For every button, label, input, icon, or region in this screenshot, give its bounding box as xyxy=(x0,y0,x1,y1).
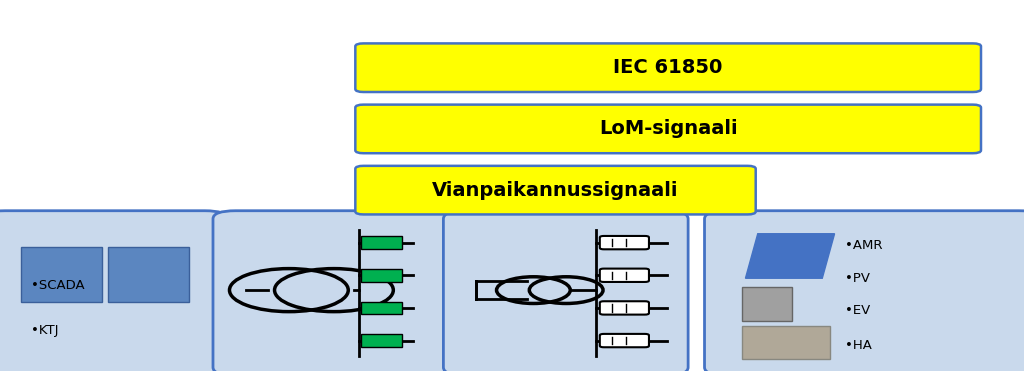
Text: •KTJ: •KTJ xyxy=(31,324,58,337)
FancyBboxPatch shape xyxy=(600,334,649,347)
FancyBboxPatch shape xyxy=(600,301,649,315)
FancyBboxPatch shape xyxy=(355,43,981,92)
Text: •HA: •HA xyxy=(845,338,871,352)
FancyBboxPatch shape xyxy=(443,211,688,371)
Polygon shape xyxy=(745,234,835,278)
FancyBboxPatch shape xyxy=(361,302,401,314)
FancyBboxPatch shape xyxy=(22,247,102,302)
FancyBboxPatch shape xyxy=(742,326,830,359)
FancyBboxPatch shape xyxy=(355,166,756,214)
FancyBboxPatch shape xyxy=(600,236,649,249)
FancyBboxPatch shape xyxy=(361,334,401,347)
Text: •AMR: •AMR xyxy=(845,239,883,252)
Text: •SCADA: •SCADA xyxy=(31,279,84,292)
Text: LoM-signaali: LoM-signaali xyxy=(599,119,737,138)
Text: •EV: •EV xyxy=(845,304,870,318)
FancyBboxPatch shape xyxy=(361,269,401,282)
FancyBboxPatch shape xyxy=(213,211,458,371)
FancyBboxPatch shape xyxy=(705,211,1024,371)
Text: IEC 61850: IEC 61850 xyxy=(613,58,723,77)
FancyBboxPatch shape xyxy=(109,247,188,302)
FancyBboxPatch shape xyxy=(742,287,792,321)
Text: Vianpaikannussignaali: Vianpaikannussignaali xyxy=(432,181,679,200)
Text: •PV: •PV xyxy=(845,272,869,285)
FancyBboxPatch shape xyxy=(355,105,981,153)
FancyBboxPatch shape xyxy=(0,211,227,371)
FancyBboxPatch shape xyxy=(361,236,401,249)
FancyBboxPatch shape xyxy=(600,269,649,282)
